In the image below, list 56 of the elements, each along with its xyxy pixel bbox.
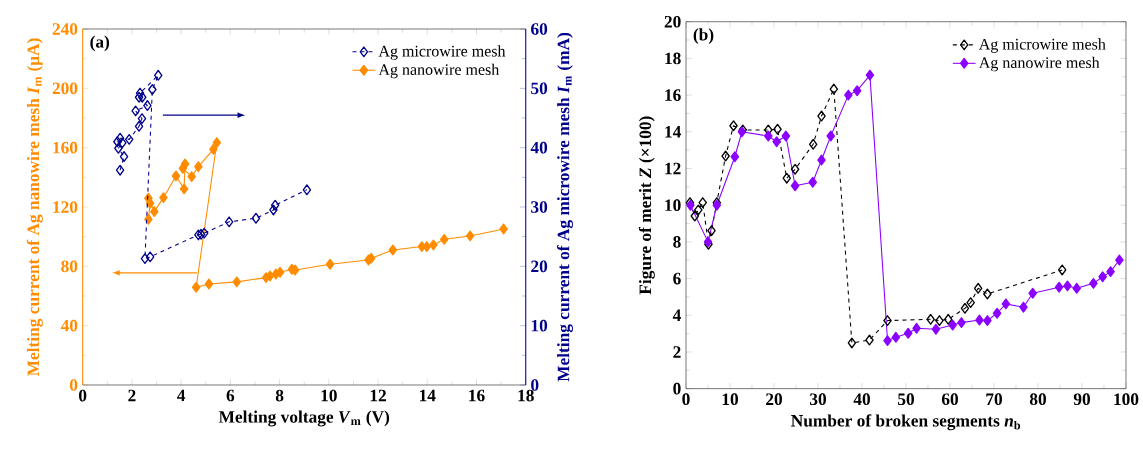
y2-tick-label: 40 <box>530 141 548 154</box>
y-tick-label: 160 <box>53 141 78 154</box>
x-tick-label: 60 <box>941 393 958 406</box>
x-axis-title: Melting voltage V$_{m}$ (V) <box>218 410 390 427</box>
x-tick-label: 90 <box>1073 393 1090 406</box>
x-tick-label: 10 <box>321 389 337 402</box>
legend-label: Ag nanowire mesh <box>378 63 500 79</box>
x-tick-label: 16 <box>469 389 485 402</box>
x-axis-title: Number of broken segments n$_{b}$ <box>791 414 1021 431</box>
y-tick-label: 18 <box>665 52 681 65</box>
x-tick-label: 0 <box>682 393 690 406</box>
y-tick-label: 240 <box>52 23 78 35</box>
x-tick-label: 2 <box>128 389 136 402</box>
x-tick-label: 14 <box>419 389 436 402</box>
x-tick-label: 10 <box>722 393 739 406</box>
legend-label: Ag nanowire mesh <box>978 56 1100 72</box>
x-tick-label: 4 <box>177 389 186 402</box>
y2-tick-label: 50 <box>531 82 548 95</box>
x-tick-label: 40 <box>853 393 871 406</box>
x-tick-label: 80 <box>1029 393 1046 406</box>
y-tick-label: 6 <box>673 272 681 285</box>
y-tick-label: 0 <box>69 379 78 391</box>
y-axis-title: Figure of merit Z (×100) <box>638 116 655 295</box>
x-tick-label: 30 <box>809 393 827 406</box>
x-tick-label: 100 <box>1114 393 1139 406</box>
y-tick-label: 10 <box>665 199 681 212</box>
x-tick-label: 12 <box>370 389 386 402</box>
x-tick-label: 20 <box>766 393 783 406</box>
x-tick-label: 18 <box>518 389 534 402</box>
y-tick-label: 4 <box>672 309 681 321</box>
x-tick-label: 0 <box>79 389 87 402</box>
y2-axis-title: Melting current of Ag microwire mesh I$_{m}$ (mA) <box>556 32 573 382</box>
annotation: (b) <box>693 28 714 44</box>
x-tick-label: 8 <box>275 389 284 402</box>
y-tick-label: 80 <box>61 260 78 273</box>
y2-tick-label: 60 <box>531 23 548 35</box>
y-tick-label: 40 <box>60 319 78 332</box>
x-tick-label: 70 <box>986 393 1002 406</box>
y-axis-title: Melting current of Ag nanowire mesh I$_{m}$ (μA) <box>26 38 43 377</box>
y-tick-label: 20 <box>664 15 681 28</box>
y2-tick-label: 0 <box>531 379 539 391</box>
legend-label: Ag microwire mesh <box>378 45 506 60</box>
y-tick-label: 16 <box>665 89 681 101</box>
y-tick-label: 12 <box>665 162 681 175</box>
x-tick-label: 50 <box>898 393 914 406</box>
y-tick-label: 120 <box>53 201 78 213</box>
y2-tick-label: 10 <box>531 319 548 332</box>
y2-tick-label: 30 <box>531 201 548 213</box>
y-tick-label: 14 <box>665 126 681 138</box>
y-tick-label: 2 <box>673 346 681 358</box>
y-tick-label: 200 <box>52 82 78 95</box>
legend-label: Ag microwire mesh <box>978 38 1106 53</box>
y-tick-label: 8 <box>673 236 681 248</box>
x-tick-label: 6 <box>226 389 235 402</box>
annotation: (a) <box>90 35 110 52</box>
y2-tick-label: 20 <box>531 260 548 273</box>
